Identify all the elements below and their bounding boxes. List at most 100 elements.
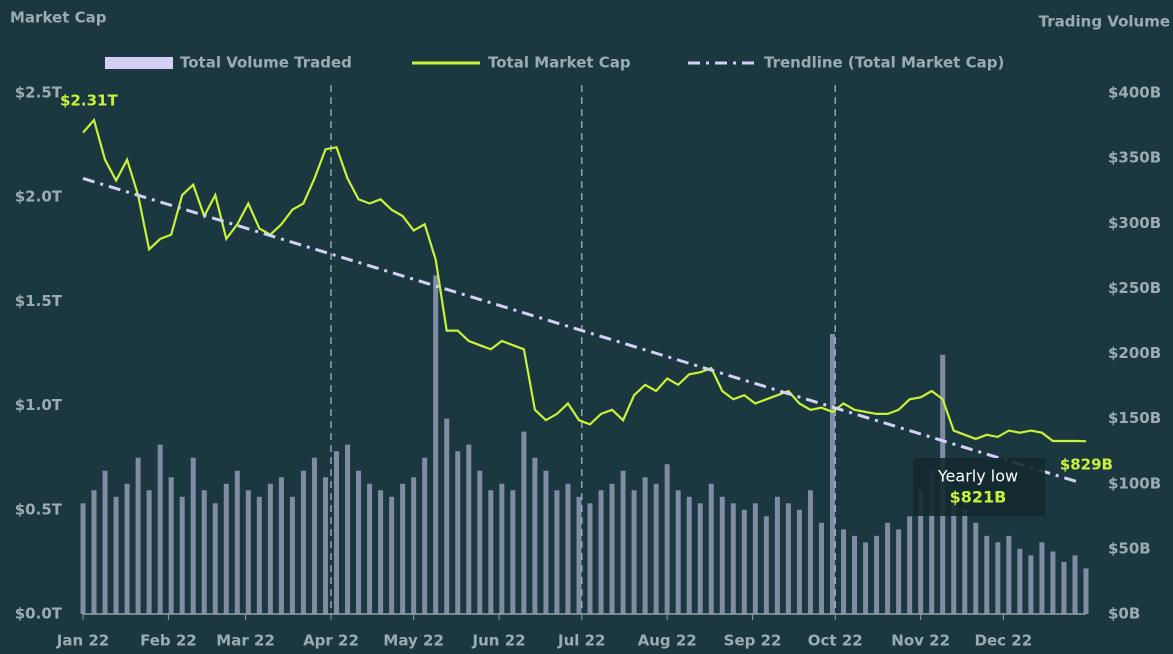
- volume-bar: [212, 503, 218, 614]
- volume-bar: [1028, 555, 1034, 614]
- annotation: $829B: [1060, 456, 1113, 474]
- y2-tick-label: $300B: [1108, 214, 1161, 232]
- legend-label: Trendline (Total Market Cap): [764, 54, 1004, 72]
- volume-bar: [124, 483, 130, 614]
- volume-bar: [631, 490, 637, 614]
- volume-bar: [653, 483, 659, 614]
- volume-bar: [521, 431, 527, 614]
- volume-bar: [378, 490, 384, 614]
- volume-bar: [80, 503, 86, 614]
- volume-bar: [896, 529, 902, 614]
- volume-bar: [477, 470, 483, 614]
- volume-bar: [587, 503, 593, 614]
- volume-bar: [929, 470, 935, 614]
- volume-bar: [1039, 542, 1045, 614]
- volume-bar: [719, 496, 725, 614]
- volume-bar: [300, 470, 306, 614]
- y2-tick-label: $400B: [1108, 84, 1161, 102]
- volume-bar: [730, 503, 736, 614]
- volume-bar: [675, 490, 681, 614]
- y-tick-label: $1.0T: [15, 396, 63, 414]
- volume-bar: [829, 333, 835, 614]
- volume-bar: [311, 457, 317, 614]
- x-tick-label: Dec 22: [975, 632, 1033, 650]
- volume-bar: [609, 483, 615, 614]
- volume-bar: [818, 522, 824, 614]
- volume-bar: [741, 509, 747, 614]
- volume-bar: [510, 490, 516, 614]
- volume-bar: [157, 444, 163, 614]
- x-tick-label: Apr 22: [303, 632, 359, 650]
- annotation: Yearly low: [937, 467, 1018, 486]
- y2-tick-label: $250B: [1108, 279, 1161, 297]
- volume-bar: [841, 529, 847, 614]
- volume-bar: [367, 483, 373, 614]
- x-tick-label: Feb 22: [140, 632, 197, 650]
- annotation-box: [913, 458, 1045, 516]
- volume-bar: [356, 470, 362, 614]
- volume-bar: [499, 483, 505, 614]
- volume-bar: [708, 483, 714, 614]
- y2-tick-label: $150B: [1108, 409, 1161, 427]
- volume-bar: [962, 509, 968, 614]
- volume-bar: [620, 470, 626, 614]
- volume-bar: [267, 483, 273, 614]
- volume-bar: [554, 490, 560, 614]
- volume-bar: [278, 477, 284, 614]
- volume-bar: [146, 490, 152, 614]
- x-tick-label: Sep 22: [724, 632, 782, 650]
- x-tick-label: May 22: [383, 632, 443, 650]
- volume-bar: [785, 503, 791, 614]
- volume-bar: [576, 496, 582, 614]
- y-tick-label: $2.5T: [15, 84, 63, 102]
- volume-bar: [1061, 561, 1067, 614]
- volume-bar: [1072, 555, 1078, 614]
- y2-tick-label: $350B: [1108, 149, 1161, 167]
- y2-tick-label: $200B: [1108, 344, 1161, 362]
- volume-bar: [389, 496, 395, 614]
- volume-bar: [885, 522, 891, 614]
- volume-bar: [1050, 551, 1056, 614]
- legend-label: Total Volume Traded: [180, 54, 352, 72]
- volume-bar: [345, 444, 351, 614]
- y-tick-label: $2.0T: [15, 188, 63, 206]
- volume-bar: [796, 509, 802, 614]
- x-tick-label: Nov 22: [891, 632, 950, 650]
- volume-bar: [642, 477, 648, 614]
- volume-bar: [543, 470, 549, 614]
- volume-bar: [179, 496, 185, 614]
- y-tick-label: $0.0T: [15, 605, 63, 623]
- volume-bar: [334, 451, 340, 614]
- market-cap-line: [82, 117, 1087, 443]
- y-tick-label: $0.5T: [15, 500, 63, 518]
- volume-bar: [102, 470, 108, 614]
- volume-bar: [223, 483, 229, 614]
- legend: Total Volume Traded Total Market Cap Tre…: [105, 54, 1004, 72]
- legend-label: Total Market Cap: [488, 54, 631, 72]
- volume-bar: [874, 535, 880, 614]
- volume-bar: [907, 516, 913, 614]
- volume-bar: [433, 275, 439, 614]
- volume-bar: [1083, 568, 1089, 614]
- volume-bar: [168, 477, 174, 614]
- y-tick-label: $1.5T: [15, 292, 63, 310]
- volume-bar: [763, 516, 769, 614]
- y2-tick-label: $100B: [1108, 474, 1161, 492]
- volume-bar: [697, 503, 703, 614]
- volume-bar: [488, 490, 494, 614]
- volume-bar: [466, 444, 472, 614]
- y-axis-label: Market Cap: [10, 9, 107, 27]
- volume-bar: [1006, 535, 1012, 614]
- x-tick-label: Jul 22: [557, 632, 606, 650]
- volume-bar: [455, 451, 461, 614]
- volume-bar: [190, 457, 196, 614]
- volume-bar: [752, 503, 758, 614]
- volume-bar: [256, 496, 262, 614]
- volume-bar: [400, 483, 406, 614]
- volume-bar: [984, 535, 990, 614]
- volume-bar: [686, 496, 692, 614]
- volume-bar: [951, 496, 957, 614]
- volume-bar: [422, 457, 428, 614]
- volume-bar: [411, 477, 417, 614]
- volume-bar: [565, 483, 571, 614]
